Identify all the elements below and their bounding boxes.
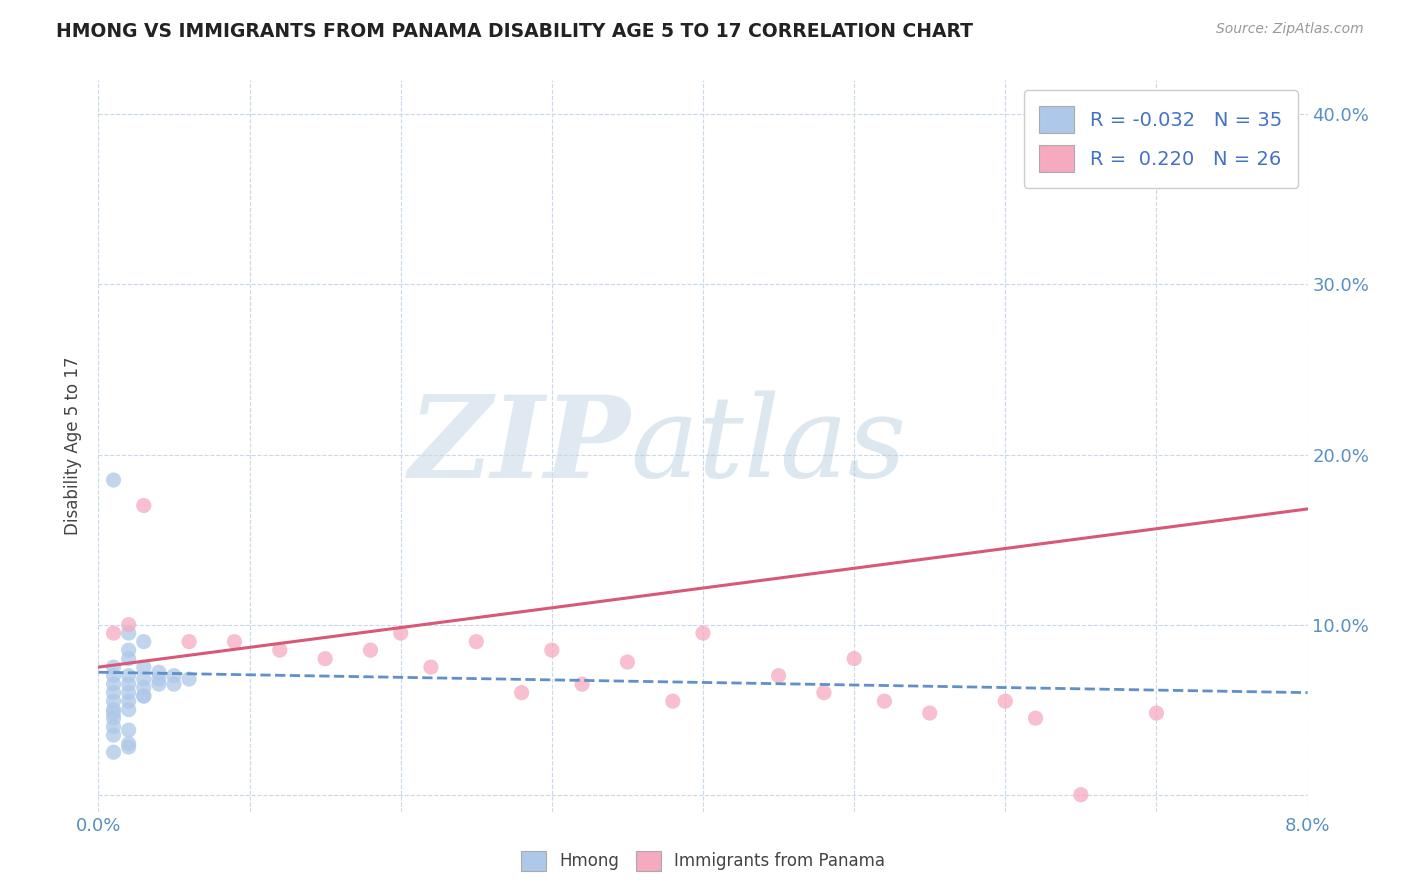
Point <box>510 686 533 700</box>
Point <box>118 723 141 737</box>
Point <box>844 651 866 665</box>
Point <box>360 643 382 657</box>
Point <box>118 677 141 691</box>
Point <box>118 643 141 657</box>
Text: ZIP: ZIP <box>409 391 630 501</box>
Point <box>103 626 125 640</box>
Text: Source: ZipAtlas.com: Source: ZipAtlas.com <box>1216 22 1364 37</box>
Point <box>118 737 141 751</box>
Point <box>118 740 141 755</box>
Text: atlas: atlas <box>630 391 907 501</box>
Point <box>103 706 125 720</box>
Point <box>103 711 125 725</box>
Point <box>918 706 941 720</box>
Point <box>813 686 835 700</box>
Point <box>132 634 155 648</box>
Point <box>118 686 141 700</box>
Point <box>994 694 1017 708</box>
Point <box>571 677 593 691</box>
Point <box>314 651 336 665</box>
Point <box>132 499 155 513</box>
Point <box>118 668 141 682</box>
Point <box>118 651 141 665</box>
Point <box>224 634 246 648</box>
Point <box>103 745 125 759</box>
Point <box>616 655 638 669</box>
Legend: R = -0.032   N = 35, R =  0.220   N = 26: R = -0.032 N = 35, R = 0.220 N = 26 <box>1024 90 1298 188</box>
Point <box>148 677 170 691</box>
Point <box>163 677 186 691</box>
Point <box>269 643 291 657</box>
Point <box>118 703 141 717</box>
Point <box>103 668 125 682</box>
Point <box>103 728 125 742</box>
Point <box>132 681 155 695</box>
Point <box>179 634 201 648</box>
Point <box>103 686 125 700</box>
Point <box>662 694 685 708</box>
Text: HMONG VS IMMIGRANTS FROM PANAMA DISABILITY AGE 5 TO 17 CORRELATION CHART: HMONG VS IMMIGRANTS FROM PANAMA DISABILI… <box>56 22 973 41</box>
Point <box>118 626 141 640</box>
Point <box>103 694 125 708</box>
Point <box>103 720 125 734</box>
Point <box>103 660 125 674</box>
Point <box>179 672 201 686</box>
Point <box>103 703 125 717</box>
Point <box>118 617 141 632</box>
Point <box>541 643 564 657</box>
Point <box>132 689 155 703</box>
Point <box>1025 711 1047 725</box>
Point <box>768 668 790 682</box>
Point <box>465 634 488 648</box>
Point <box>132 660 155 674</box>
Point <box>103 473 125 487</box>
Point <box>118 694 141 708</box>
Y-axis label: Disability Age 5 to 17: Disability Age 5 to 17 <box>65 357 83 535</box>
Point <box>873 694 896 708</box>
Legend: Hmong, Immigrants from Panama: Hmong, Immigrants from Panama <box>513 842 893 880</box>
Point <box>420 660 443 674</box>
Point <box>692 626 714 640</box>
Point <box>163 668 186 682</box>
Point <box>148 665 170 680</box>
Point <box>148 672 170 686</box>
Point <box>1146 706 1168 720</box>
Point <box>1070 788 1092 802</box>
Point <box>389 626 412 640</box>
Point <box>132 672 155 686</box>
Point <box>132 689 155 703</box>
Point <box>103 677 125 691</box>
